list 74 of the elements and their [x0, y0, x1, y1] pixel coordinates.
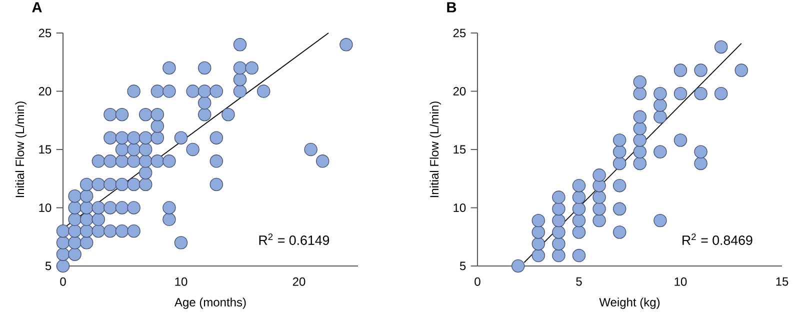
- x-tick-label: 10: [175, 277, 188, 286]
- point: [552, 248, 566, 262]
- point: [694, 145, 708, 158]
- point: [612, 179, 626, 192]
- point: [674, 86, 688, 100]
- point: [532, 226, 545, 239]
- x-tick-label: 15: [776, 277, 788, 286]
- point: [612, 134, 626, 147]
- point: [592, 202, 606, 216]
- point: [633, 145, 646, 158]
- point: [633, 75, 646, 89]
- point: [532, 237, 545, 250]
- y-tick-label: 15: [39, 145, 52, 154]
- point: [532, 214, 545, 228]
- point: [572, 190, 586, 204]
- point: [654, 145, 667, 158]
- y-axis-title: Initial Flow (L/min): [15, 102, 26, 198]
- x-tick-label: 5: [576, 277, 582, 286]
- point: [552, 202, 566, 216]
- point: [612, 226, 626, 239]
- point: [511, 259, 525, 273]
- point: [654, 98, 667, 112]
- point: [552, 237, 566, 250]
- point: [592, 168, 606, 182]
- point: [572, 248, 586, 262]
- annotation: R$^{2}$ = 0.6149: [259, 233, 330, 245]
- x-tick-label: 0: [474, 277, 480, 286]
- point: [592, 214, 606, 228]
- point: [654, 110, 667, 124]
- y-tick-label: 20: [453, 86, 466, 96]
- point: [612, 156, 626, 170]
- point: [532, 248, 545, 262]
- y-tick-label: 20: [38, 86, 52, 96]
- point: [633, 122, 646, 136]
- chart-title: B: [447, 2, 456, 12]
- point: [572, 226, 586, 239]
- point: [734, 64, 748, 77]
- point: [572, 214, 586, 228]
- point: [694, 86, 708, 100]
- point: [694, 64, 708, 77]
- point: [633, 156, 646, 170]
- x-tick-label: 10: [674, 277, 687, 286]
- point: [674, 134, 688, 147]
- y-axis-title: Initial Flow (L/min): [430, 102, 441, 198]
- point: [572, 179, 586, 192]
- point: [674, 64, 688, 77]
- y-tick-label: 25: [38, 28, 52, 38]
- point: [654, 86, 667, 100]
- point: [714, 40, 728, 54]
- point: [612, 202, 626, 216]
- point: [612, 145, 626, 158]
- point: [552, 214, 566, 228]
- y-tick-label: 15: [454, 145, 466, 154]
- chart-title: A: [32, 2, 42, 12]
- y-tick-label: 25: [453, 28, 466, 38]
- point: [714, 86, 728, 100]
- point: [654, 214, 667, 228]
- x-axis-title: Weight (kg): [599, 298, 660, 309]
- point: [633, 134, 646, 147]
- point: [552, 226, 566, 239]
- y-tick-label: 5: [45, 262, 52, 270]
- y-tick-label: 10: [39, 203, 52, 212]
- x-axis-title: Age (months): [174, 298, 246, 309]
- point: [552, 190, 566, 204]
- annotation: R$^{2}$ = 0.8469: [682, 233, 752, 245]
- point: [694, 156, 708, 170]
- x-tick-label: 0: [60, 277, 66, 286]
- point: [633, 110, 646, 124]
- x-tick-label: 20: [292, 277, 306, 286]
- y-tick-label: 5: [460, 262, 466, 270]
- point: [633, 86, 646, 100]
- point: [592, 190, 606, 204]
- point: [572, 202, 586, 216]
- y-tick-label: 10: [454, 203, 466, 212]
